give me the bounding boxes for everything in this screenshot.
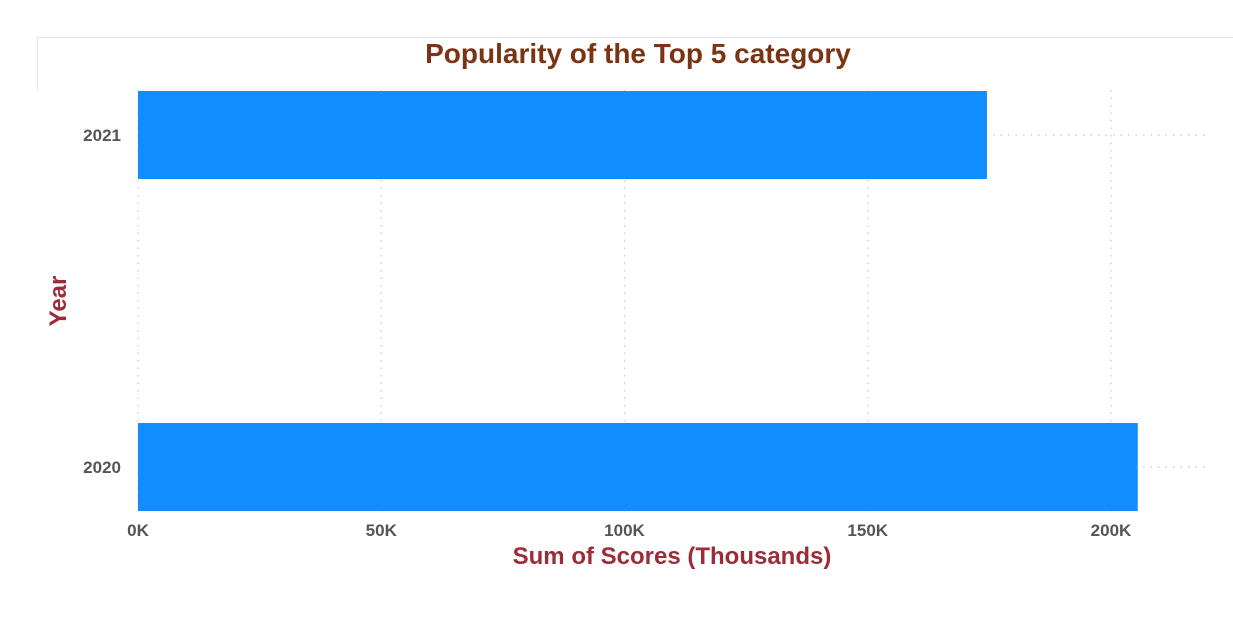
y-axis-title: Year bbox=[45, 276, 72, 327]
x-tick-label: 150K bbox=[847, 521, 888, 540]
gridlines bbox=[137, 90, 1208, 512]
y-tick-label: 2020 bbox=[83, 458, 121, 477]
chart-title: Popularity of the Top 5 category bbox=[425, 38, 851, 69]
chart-frame-top-border bbox=[37, 37, 1233, 38]
y-tick-label: 2021 bbox=[83, 126, 121, 145]
bars bbox=[138, 91, 1138, 511]
bar-2020[interactable] bbox=[138, 423, 1138, 511]
y-axis-ticks: 2021 2020 bbox=[83, 126, 121, 477]
x-tick-label: 200K bbox=[1091, 521, 1132, 540]
x-tick-label: 50K bbox=[366, 521, 398, 540]
chart-frame-left-border bbox=[37, 37, 38, 91]
x-axis-ticks: 0K 50K 100K 150K 200K bbox=[127, 521, 1132, 540]
bar-2021[interactable] bbox=[138, 91, 987, 179]
x-tick-label: 0K bbox=[127, 521, 149, 540]
x-tick-label: 100K bbox=[604, 521, 645, 540]
x-axis-title: Sum of Scores (Thousands) bbox=[513, 543, 832, 570]
